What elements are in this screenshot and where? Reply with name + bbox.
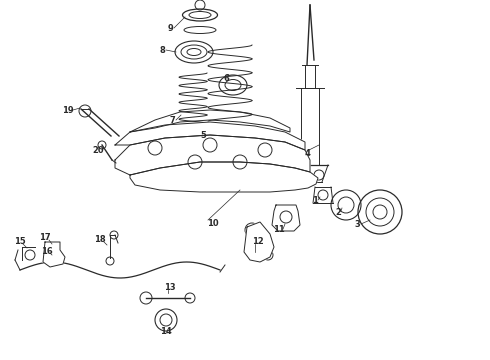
Text: 5: 5 [200,131,206,140]
Text: 9: 9 [167,23,173,32]
Text: 4: 4 [304,149,310,158]
Text: 20: 20 [92,145,104,154]
Text: 16: 16 [41,248,53,256]
Text: 10: 10 [207,219,219,228]
Polygon shape [115,135,310,175]
Text: 14: 14 [160,327,172,336]
Text: 18: 18 [94,235,106,244]
Text: 17: 17 [39,234,51,243]
Text: 13: 13 [164,284,176,292]
Text: 19: 19 [62,105,74,114]
Text: 8: 8 [159,45,165,54]
Polygon shape [43,242,65,267]
Text: 7: 7 [169,116,175,125]
Text: 11: 11 [273,225,285,234]
Text: 12: 12 [252,238,264,247]
Text: 15: 15 [14,238,26,247]
Polygon shape [244,222,274,262]
Text: 1: 1 [312,195,318,204]
Polygon shape [115,122,305,150]
Text: 2: 2 [335,207,341,216]
Polygon shape [130,162,318,192]
Text: 6: 6 [223,73,229,82]
Text: 3: 3 [354,220,360,229]
